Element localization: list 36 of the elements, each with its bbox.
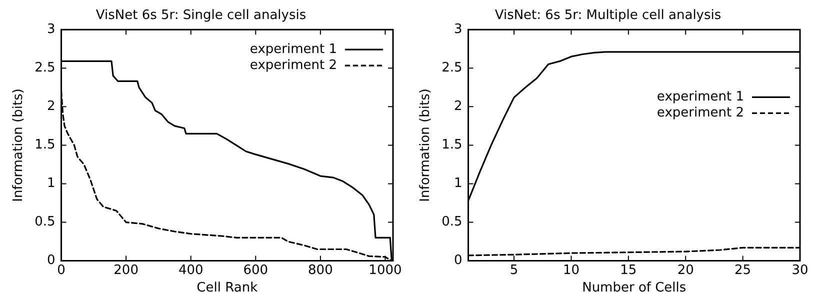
x-tick-label: 25 xyxy=(734,262,752,278)
x-tick-label: 20 xyxy=(677,262,694,278)
y-tick-label: 0.5 xyxy=(34,214,56,230)
x-tick-label: 10 xyxy=(562,262,580,278)
y-axis-title: Information (bits) xyxy=(11,88,26,202)
y-tick-label: 0 xyxy=(454,253,462,268)
y-tick-label: 3 xyxy=(454,22,462,37)
chart-title: VisNet 6s 5r: Single cell analysis xyxy=(96,8,306,24)
y-tick-label: 1.5 xyxy=(442,138,462,153)
x-tick-label: 400 xyxy=(178,262,204,278)
x-tick-label: 30 xyxy=(792,262,808,278)
legend-label: experiment 1 xyxy=(250,42,337,57)
legend-label: experiment 2 xyxy=(656,106,744,121)
x-tick-label: 5 xyxy=(510,262,518,278)
chart-title: VisNet: 6s 5r: Multiple cell analysis xyxy=(494,8,722,24)
x-tick-label: 0 xyxy=(57,262,66,278)
legend-label: experiment 1 xyxy=(656,90,744,105)
x-tick-label: 200 xyxy=(114,262,138,278)
y-tick-label: 0 xyxy=(46,253,56,268)
y-tick-label: 1 xyxy=(46,176,56,192)
x-tick-label: 800 xyxy=(308,262,333,278)
x-axis-title: Cell Rank xyxy=(196,280,258,296)
legend-label: experiment 2 xyxy=(250,58,337,73)
y-tick-label: 1 xyxy=(454,176,462,192)
y-tick-label: 0.5 xyxy=(442,214,462,230)
y-tick-label: 2 xyxy=(46,99,56,114)
y-tick-label: 3 xyxy=(46,22,56,37)
y-tick-label: 2 xyxy=(454,99,462,114)
y-tick-label: 2.5 xyxy=(442,60,462,76)
x-tick-label: 1000 xyxy=(368,262,402,278)
x-tick-label: 15 xyxy=(620,262,637,278)
x-tick-label: 600 xyxy=(243,262,268,278)
y-tick-label: 1.5 xyxy=(34,138,56,153)
y-tick-label: 2.5 xyxy=(34,60,56,76)
y-axis-title: Information (bits) xyxy=(418,88,434,202)
x-axis-title: Number of Cells xyxy=(582,280,686,296)
